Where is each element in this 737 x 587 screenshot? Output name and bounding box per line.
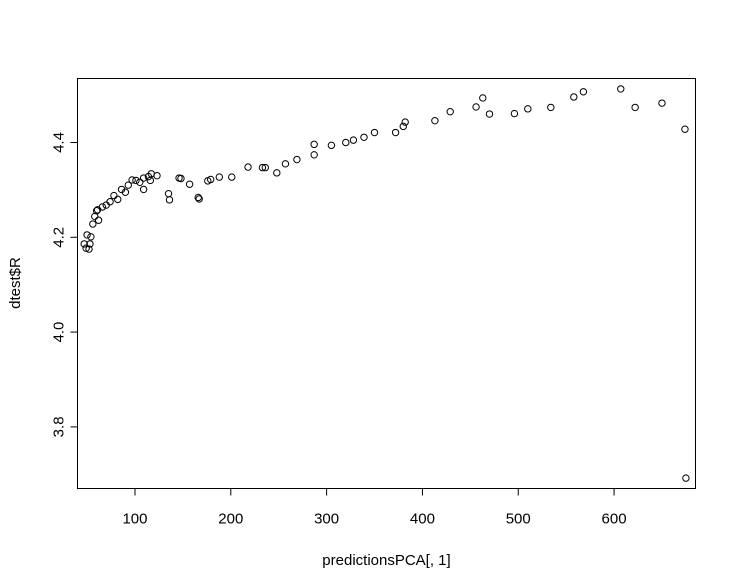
data-point [228,173,236,181]
y-tick-label: 4.4 [50,132,67,153]
data-point [124,181,132,189]
data-point [310,151,318,159]
data-point [164,189,173,198]
data-point [391,128,400,137]
data-point [310,140,318,149]
data-point [370,128,379,137]
x-tick-label: 200 [218,511,243,528]
data-point [185,180,194,188]
data-point [258,163,267,172]
data-point [510,109,519,118]
y-tick-label: 4.2 [50,227,67,248]
data-point [658,99,666,107]
data-point [360,133,368,141]
data-point [165,196,174,204]
data-point [479,94,487,102]
data-point [87,233,95,241]
data-point [106,198,114,206]
data-point [579,88,588,96]
data-point [139,185,148,194]
data-point [128,176,136,184]
x-tick-label: 400 [410,511,435,528]
data-point [401,118,409,126]
data-point [110,191,118,200]
data-point [206,175,215,184]
data-point [94,216,103,224]
data-point [617,85,625,93]
data-point [631,103,639,112]
data-point [681,125,689,133]
x-tick-label: 500 [506,511,531,528]
data-point [114,195,122,204]
data-point [85,245,93,253]
data-point [177,174,185,183]
data-point [89,220,97,228]
data-point [86,240,94,248]
x-tick-label: 300 [314,511,339,528]
data-point [485,110,494,118]
data-point [83,231,91,239]
data-point [342,138,350,147]
data-point [136,178,144,187]
data-points [80,85,690,482]
data-point [431,116,439,125]
data-point [349,136,358,144]
data-point [547,103,555,112]
data-point [327,141,336,150]
data-point [293,155,301,164]
data-point [121,188,130,196]
data-point [146,176,155,185]
data-point [132,176,140,185]
data-point [446,107,454,116]
y-axis-title: dtest$R [7,257,24,309]
data-point [244,163,252,171]
data-point [92,207,101,215]
data-point [139,174,148,182]
data-point [399,122,407,131]
data-point [273,169,281,177]
x-axis-title: predictionsPCA[, 1] [322,552,450,569]
data-point [153,171,161,180]
data-point [524,105,532,113]
x-axis-ticks: 100 200 300 400 500 600 [122,488,627,528]
data-point [682,474,690,482]
data-point [98,203,107,211]
data-point [281,160,290,168]
plot-frame [77,78,696,489]
data-point [570,93,578,101]
data-point [215,173,224,181]
x-tick-label: 600 [602,511,627,528]
y-axis-ticks: 3.8 4.0 4.2 4.4 [50,132,78,437]
data-point [195,195,203,203]
data-point [194,193,202,202]
y-tick-label: 4.0 [50,322,67,343]
x-tick-label: 100 [122,511,147,528]
data-point [261,163,269,172]
data-point [80,240,88,248]
y-tick-label: 3.8 [50,416,67,437]
data-point [472,103,480,111]
